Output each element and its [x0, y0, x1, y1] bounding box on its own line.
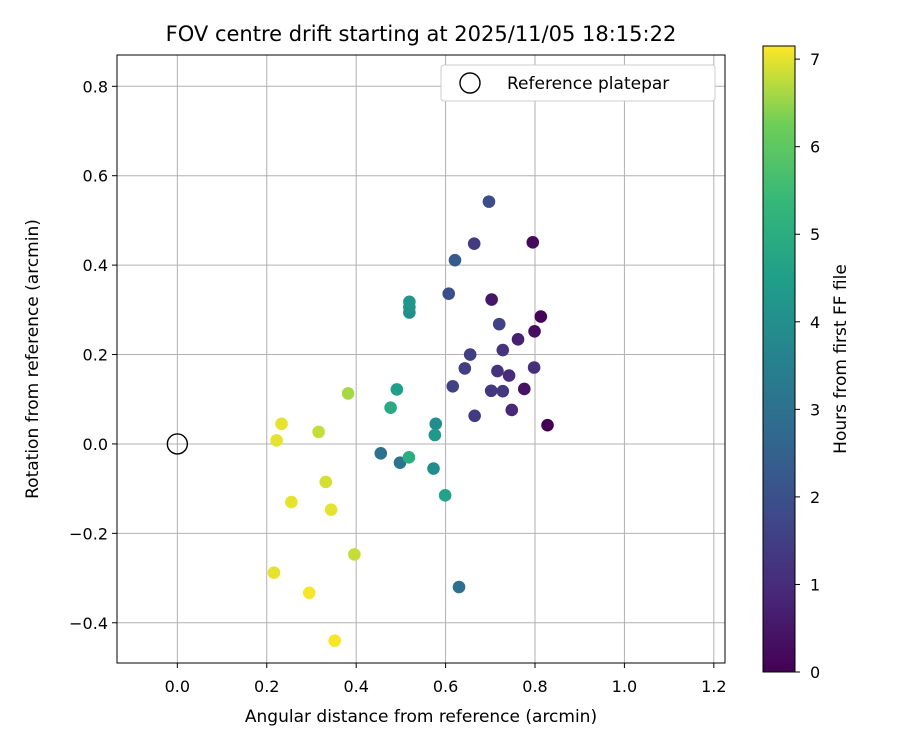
y-tick-label: 0.8: [83, 77, 108, 96]
data-point: [502, 369, 516, 382]
data-point: [496, 343, 510, 357]
colorbar-tick-label: 5: [810, 225, 820, 244]
colorbar-label: Hours from first FF file: [831, 264, 851, 454]
reference-marker-group: [166, 433, 189, 455]
colorbar-frame: [762, 45, 796, 673]
data-point: [402, 451, 416, 464]
data-point: [511, 333, 525, 346]
data-point: [468, 409, 481, 423]
data-point: [390, 383, 404, 396]
colorbar-tick-label: 2: [810, 488, 820, 507]
x-tick-label: 1.2: [701, 677, 726, 696]
legend-label: Reference platepar: [507, 74, 669, 94]
x-tick-label: 1.0: [612, 677, 637, 696]
y-tick-label: 0.0: [83, 435, 108, 454]
data-point: [428, 428, 442, 442]
data-points: [267, 195, 554, 647]
data-point: [482, 195, 496, 208]
data-point: [275, 417, 288, 431]
colorbar-tick-label: 4: [810, 313, 820, 332]
data-point: [448, 253, 462, 267]
data-point: [302, 586, 316, 600]
colorbar-tick-label: 3: [810, 400, 820, 419]
data-point: [485, 293, 498, 306]
y-axis-ticks: −0.4 −0.2 0.0 0.2 0.4 0.6 0.8: [69, 77, 117, 633]
x-tick-label: 0.4: [343, 677, 368, 696]
plot-frame: [116, 54, 726, 664]
y-tick-label: −0.4: [69, 614, 108, 633]
y-axis-label: Rotation from reference (arcmin): [23, 219, 43, 499]
legend-marker-open-circle: [459, 72, 481, 94]
x-tick-label: 0.6: [433, 677, 458, 696]
legend: Reference platepar: [440, 64, 716, 102]
data-point: [534, 310, 548, 323]
data-point: [348, 548, 361, 561]
reference-platepar-marker: [166, 433, 189, 455]
x-tick-label: 0.2: [254, 677, 279, 696]
data-point: [285, 495, 298, 509]
data-point: [442, 287, 456, 301]
data-point: [528, 324, 541, 338]
data-point: [458, 362, 472, 375]
colorbar-tick-label: 1: [810, 575, 820, 594]
colorbar: 0 1 2 3 4 5 6 7 Hours from first FF file: [762, 45, 851, 682]
y-tick-label: −0.2: [69, 524, 108, 543]
x-axis-ticks: 0.0 0.2 0.4 0.6 0.8 1.0 1.2: [165, 663, 727, 696]
colorbar-tick-label: 6: [810, 138, 820, 157]
data-point: [312, 425, 325, 439]
data-point: [452, 580, 466, 594]
colorbar-gradient: [763, 46, 795, 672]
data-point: [446, 379, 460, 393]
legend-box: [440, 64, 716, 102]
data-point: [505, 403, 519, 417]
data-point: [374, 447, 388, 460]
chart-title: FOV centre drift starting at 2025/11/05 …: [166, 22, 677, 46]
data-point: [484, 384, 498, 398]
data-point: [324, 503, 338, 516]
colorbar-tick-label: 7: [810, 50, 820, 69]
data-point: [517, 382, 531, 396]
colorbar-ticks: 0 1 2 3 4 5 6 7: [795, 50, 820, 682]
x-tick-label: 0.8: [522, 677, 547, 696]
data-point: [319, 475, 333, 489]
data-point: [492, 317, 506, 331]
data-point: [267, 566, 281, 579]
data-point: [341, 387, 355, 400]
x-tick-label: 0.0: [165, 677, 190, 696]
x-axis-label: Angular distance from reference (arcmin): [245, 707, 597, 727]
data-point: [491, 364, 504, 378]
y-tick-label: 0.6: [83, 167, 108, 186]
data-point: [467, 237, 481, 250]
y-tick-label: 0.4: [83, 256, 108, 275]
data-point: [427, 462, 440, 475]
data-point: [270, 434, 283, 447]
data-point: [463, 348, 477, 361]
data-point: [429, 417, 443, 431]
data-point: [384, 401, 397, 415]
data-point: [527, 361, 541, 374]
data-point: [526, 236, 540, 249]
plot-area: [117, 55, 725, 663]
y-tick-label: 0.2: [83, 346, 108, 365]
colorbar-tick-label: 0: [810, 663, 820, 682]
data-point: [496, 384, 510, 398]
data-point: [403, 295, 416, 309]
data-point: [328, 634, 342, 647]
data-point: [438, 489, 452, 502]
data-point: [541, 418, 554, 432]
